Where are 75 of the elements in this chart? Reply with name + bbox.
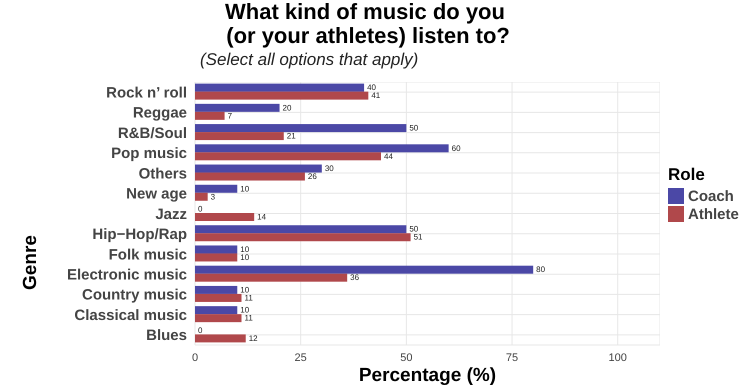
data-label: 0 [198,204,203,214]
data-label: 11 [244,314,254,323]
x-tick-label: 0 [192,352,198,364]
data-label: 10 [240,184,250,194]
data-label: 10 [240,252,250,262]
x-tick-label: 100 [608,352,627,364]
chart-title: What kind of music do you (or your athletes) listen to? [224,0,511,48]
bar [195,294,242,302]
data-label: 36 [350,273,360,282]
y-tick-label: Reggae [132,104,187,122]
data-label: 3 [210,192,216,202]
legend-label: Athlete [687,205,739,223]
data-label: 10 [240,306,250,315]
bar [195,245,238,254]
data-label: 0 [198,326,203,335]
y-tick-label: New age [126,186,187,203]
data-label: 10 [240,244,250,254]
y-tick-label: Jazz [155,206,187,223]
bar [195,233,411,242]
y-tick-label: Others [138,165,187,182]
bar [195,306,238,314]
x-tick-label: 50 [400,352,412,364]
chart-subtitle: (Select all options that apply) [200,50,418,70]
bar [195,112,225,120]
data-label: 44 [384,152,394,161]
bar [195,334,246,342]
y-tick-label: Rock n’ roll [106,84,187,102]
data-label: 10 [240,285,250,294]
bar [195,124,406,132]
y-tick-label: R&B/Soul [118,124,187,142]
data-label: 12 [248,334,258,343]
y-tick-label: Pop music [111,145,187,162]
bar [195,164,322,173]
bar [195,225,406,234]
y-axis-title: Genre [20,235,42,290]
bar [195,213,254,222]
bar [195,266,534,274]
y-tick-label: Folk music [108,246,187,264]
bar [195,286,238,294]
legend-title: Role [668,165,706,185]
bar [195,184,238,193]
y-tick-label: Classical music [74,306,187,324]
data-label: 50 [409,224,419,234]
bar [195,84,364,92]
legend-label: Coach [687,187,735,205]
bar [195,132,284,140]
x-tick-label: 25 [294,352,307,364]
bar [195,314,242,322]
y-tick-label: Electronic music [66,266,187,284]
data-label: 20 [282,103,292,112]
data-label: 7 [228,111,233,120]
bar [195,144,449,152]
bar [195,274,348,282]
bar [195,192,208,201]
data-label: 40 [367,83,377,92]
data-label: 11 [244,293,254,302]
data-label: 60 [452,144,462,153]
bar [195,104,280,112]
y-tick-label: Country music [82,286,187,304]
x-axis-title: Percentage (%) [358,365,498,387]
data-label: 51 [414,232,424,242]
bar [195,172,305,181]
x-tick-label: 75 [506,352,518,364]
data-label: 30 [324,164,334,174]
bar [195,92,368,100]
data-label: 80 [536,265,546,274]
bar [195,152,381,160]
data-label: 41 [371,91,381,100]
data-label: 26 [308,172,318,182]
data-label: 50 [409,124,419,133]
data-label: 14 [257,212,267,222]
bar [195,253,238,262]
y-tick-label: Blues [146,327,187,344]
data-label: 21 [286,132,296,141]
y-tick-label: Hip−Hop/Rap [92,226,187,244]
